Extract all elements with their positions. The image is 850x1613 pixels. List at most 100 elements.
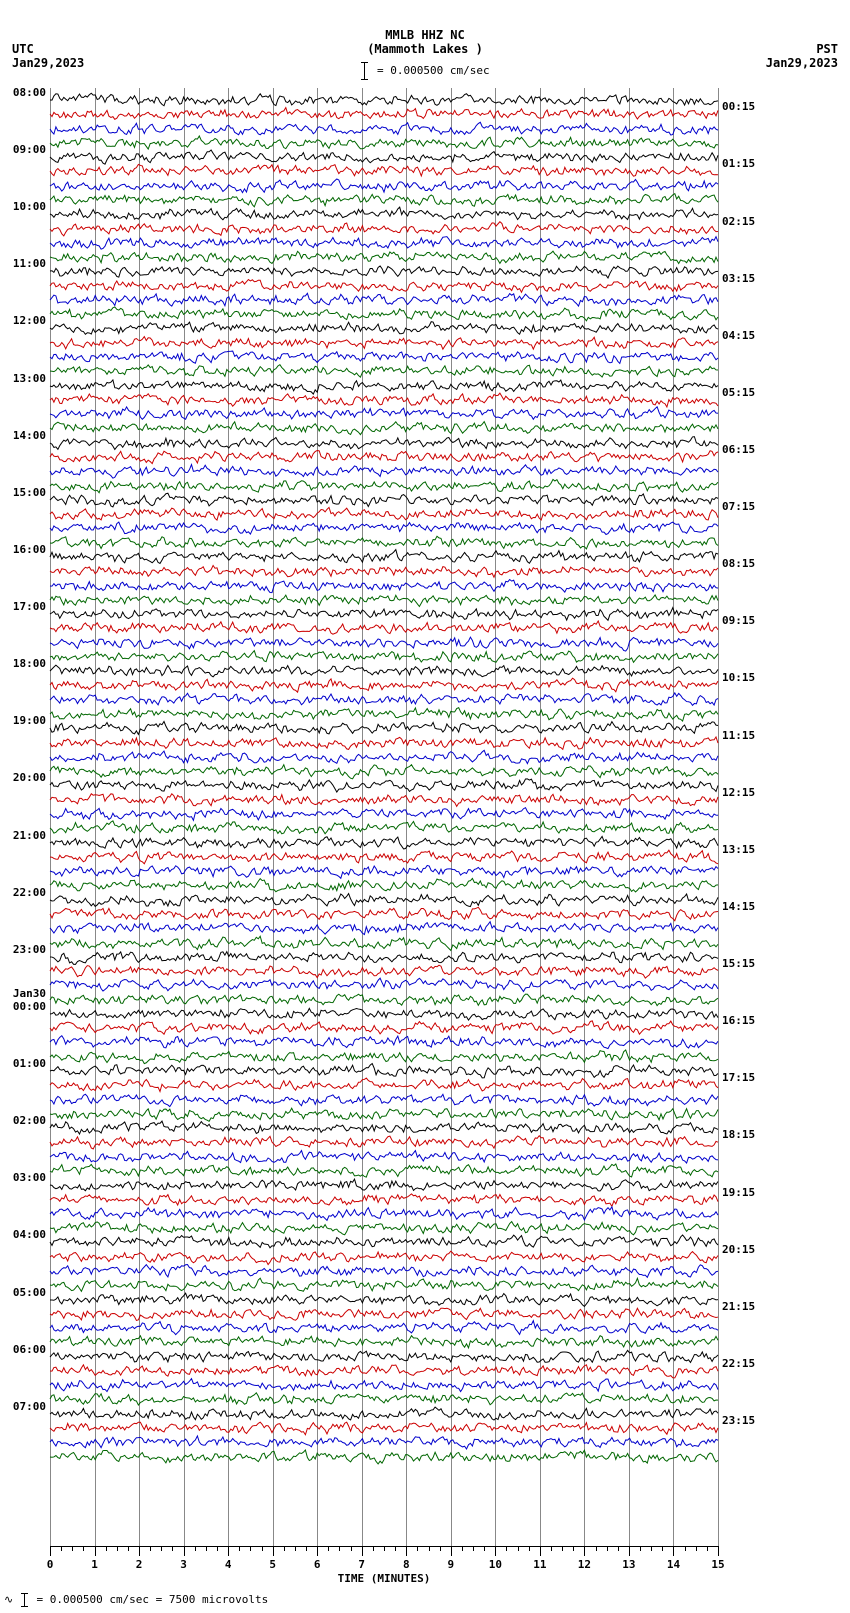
trace-row: [50, 1120, 718, 1135]
trace-row: [50, 1020, 718, 1035]
x-tick-minor: [395, 1546, 396, 1551]
scale-text: = 0.000500 cm/sec: [377, 64, 490, 77]
x-tick-minor: [562, 1546, 563, 1551]
time-label-utc: 08:00: [13, 86, 46, 99]
trace-row: [50, 863, 718, 878]
time-label-pst: 20:15: [722, 1243, 755, 1256]
x-tick-label: 5: [269, 1558, 276, 1571]
trace-row: [50, 349, 718, 364]
x-tick-label: 3: [180, 1558, 187, 1571]
x-tick-minor: [417, 1546, 418, 1551]
x-tick-minor: [640, 1546, 641, 1551]
x-tick-minor: [685, 1546, 686, 1551]
trace-row: [50, 706, 718, 721]
trace-row: [50, 206, 718, 221]
time-label-pst: 17:15: [722, 1071, 755, 1084]
x-tick-minor: [239, 1546, 240, 1551]
trace-row: [50, 306, 718, 321]
trace-row: [50, 278, 718, 293]
x-tick-label: 9: [447, 1558, 454, 1571]
x-tick-minor: [596, 1546, 597, 1551]
trace-row: [50, 1306, 718, 1321]
trace-row: [50, 635, 718, 650]
trace-row: [50, 1177, 718, 1192]
trace-row: [50, 1206, 718, 1221]
x-tick-minor: [473, 1546, 474, 1551]
trace-row: [50, 249, 718, 264]
date-left: Jan29,2023: [12, 56, 84, 70]
time-label-pst: 15:15: [722, 957, 755, 970]
trace-row: [50, 163, 718, 178]
x-tick-minor: [328, 1546, 329, 1551]
x-tick-minor: [651, 1546, 652, 1551]
x-tick-major: [451, 1546, 452, 1556]
trace-row: [50, 1234, 718, 1249]
trace-row: [50, 677, 718, 692]
time-label-utc: 01:00: [13, 1057, 46, 1070]
time-label-pst: 07:15: [722, 500, 755, 513]
trace-row: [50, 777, 718, 792]
trace-row: [50, 1420, 718, 1435]
x-tick-minor: [72, 1546, 73, 1551]
trace-row: [50, 292, 718, 307]
trace-row: [50, 1434, 718, 1449]
x-tick-label: 12: [578, 1558, 591, 1571]
timezone-left: UTC: [12, 42, 34, 56]
time-label-utc: 07:00: [13, 1400, 46, 1413]
trace-row: [50, 221, 718, 236]
time-label-utc: 20:00: [13, 771, 46, 784]
x-tick-minor: [384, 1546, 385, 1551]
trace-row: [50, 877, 718, 892]
x-tick-major: [273, 1546, 274, 1556]
trace-row: [50, 449, 718, 464]
trace-row: [50, 363, 718, 378]
trace-row: [50, 692, 718, 707]
x-tick-major: [184, 1546, 185, 1556]
time-label-pst: 10:15: [722, 671, 755, 684]
x-tick-minor: [339, 1546, 340, 1551]
trace-row: [50, 620, 718, 635]
x-tick-minor: [61, 1546, 62, 1551]
time-label-utc: 18:00: [13, 657, 46, 670]
time-label-utc: 16:00: [13, 543, 46, 556]
trace-row: [50, 1292, 718, 1307]
time-label-utc: 02:00: [13, 1114, 46, 1127]
time-label-pst: 06:15: [722, 443, 755, 456]
x-tick-major: [50, 1546, 51, 1556]
x-tick-minor: [295, 1546, 296, 1551]
trace-row: [50, 963, 718, 978]
time-label-utc: 05:00: [13, 1286, 46, 1299]
time-label-utc: 17:00: [13, 600, 46, 613]
x-tick-major: [317, 1546, 318, 1556]
date-right: Jan29,2023: [766, 56, 838, 70]
trace-row: [50, 192, 718, 207]
seismic-trace: [50, 1449, 718, 1465]
trace-row: [50, 1092, 718, 1107]
trace-row: [50, 1391, 718, 1406]
x-tick-minor: [128, 1546, 129, 1551]
x-tick-label: 1: [91, 1558, 98, 1571]
x-tick-minor: [429, 1546, 430, 1551]
x-tick-label: 6: [314, 1558, 321, 1571]
trace-row: [50, 335, 718, 350]
trace-row: [50, 935, 718, 950]
trace-row: [50, 792, 718, 807]
trace-row: [50, 1263, 718, 1278]
x-tick-label: 14: [667, 1558, 680, 1571]
trace-row: [50, 1192, 718, 1207]
trace-row: [50, 520, 718, 535]
trace-row: [50, 749, 718, 764]
time-label-pst: 05:15: [722, 386, 755, 399]
trace-row: [50, 263, 718, 278]
time-label-utc: 06:00: [13, 1343, 46, 1356]
trace-row: [50, 463, 718, 478]
trace-row: [50, 578, 718, 593]
trace-row: [50, 1134, 718, 1149]
x-tick-major: [495, 1546, 496, 1556]
x-tick-minor: [117, 1546, 118, 1551]
x-tick-minor: [161, 1546, 162, 1551]
trace-row: [50, 1220, 718, 1235]
x-tick-label: 4: [225, 1558, 232, 1571]
trace-row: [50, 1377, 718, 1392]
x-tick-major: [406, 1546, 407, 1556]
